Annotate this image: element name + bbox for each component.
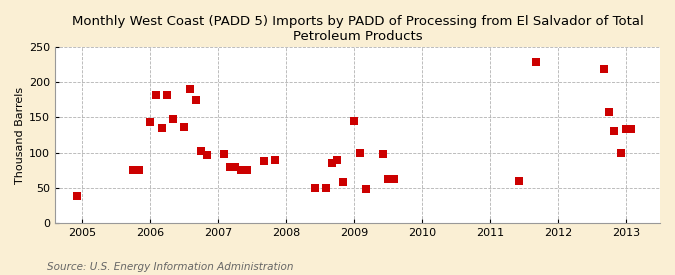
Point [609, 129, 620, 133]
Title: Monthly West Coast (PADD 5) Imports by PADD of Processing from El Salvador of To: Monthly West Coast (PADD 5) Imports by P… [72, 15, 643, 43]
Point [201, 153, 212, 157]
Point [531, 60, 541, 64]
Point [620, 127, 631, 132]
Point [513, 179, 524, 183]
Point [388, 177, 399, 182]
Point [598, 67, 609, 71]
Point [134, 168, 144, 172]
Text: Source: U.S. Energy Information Administration: Source: U.S. Energy Information Administ… [47, 262, 294, 272]
Point [151, 93, 161, 97]
Point [128, 168, 138, 172]
Point [360, 187, 371, 191]
Point [157, 126, 167, 130]
Point [383, 177, 394, 182]
Point [179, 124, 190, 129]
Point [145, 120, 156, 125]
Point [190, 98, 201, 102]
Point [354, 150, 365, 155]
Point [377, 152, 388, 156]
Point [236, 168, 246, 172]
Point [603, 110, 614, 115]
Point [326, 161, 337, 166]
Point [196, 148, 207, 153]
Point [309, 186, 320, 190]
Y-axis label: Thousand Barrels: Thousand Barrels [15, 86, 25, 184]
Point [332, 158, 343, 162]
Point [338, 180, 348, 185]
Point [230, 164, 241, 169]
Point [349, 119, 360, 123]
Point [184, 87, 195, 91]
Point [626, 127, 637, 132]
Point [224, 164, 235, 169]
Point [72, 194, 82, 199]
Point [167, 117, 178, 121]
Point [320, 186, 331, 190]
Point [615, 150, 626, 155]
Point [218, 152, 229, 156]
Point [259, 159, 269, 163]
Point [269, 158, 280, 162]
Point [162, 93, 173, 97]
Point [242, 168, 252, 172]
